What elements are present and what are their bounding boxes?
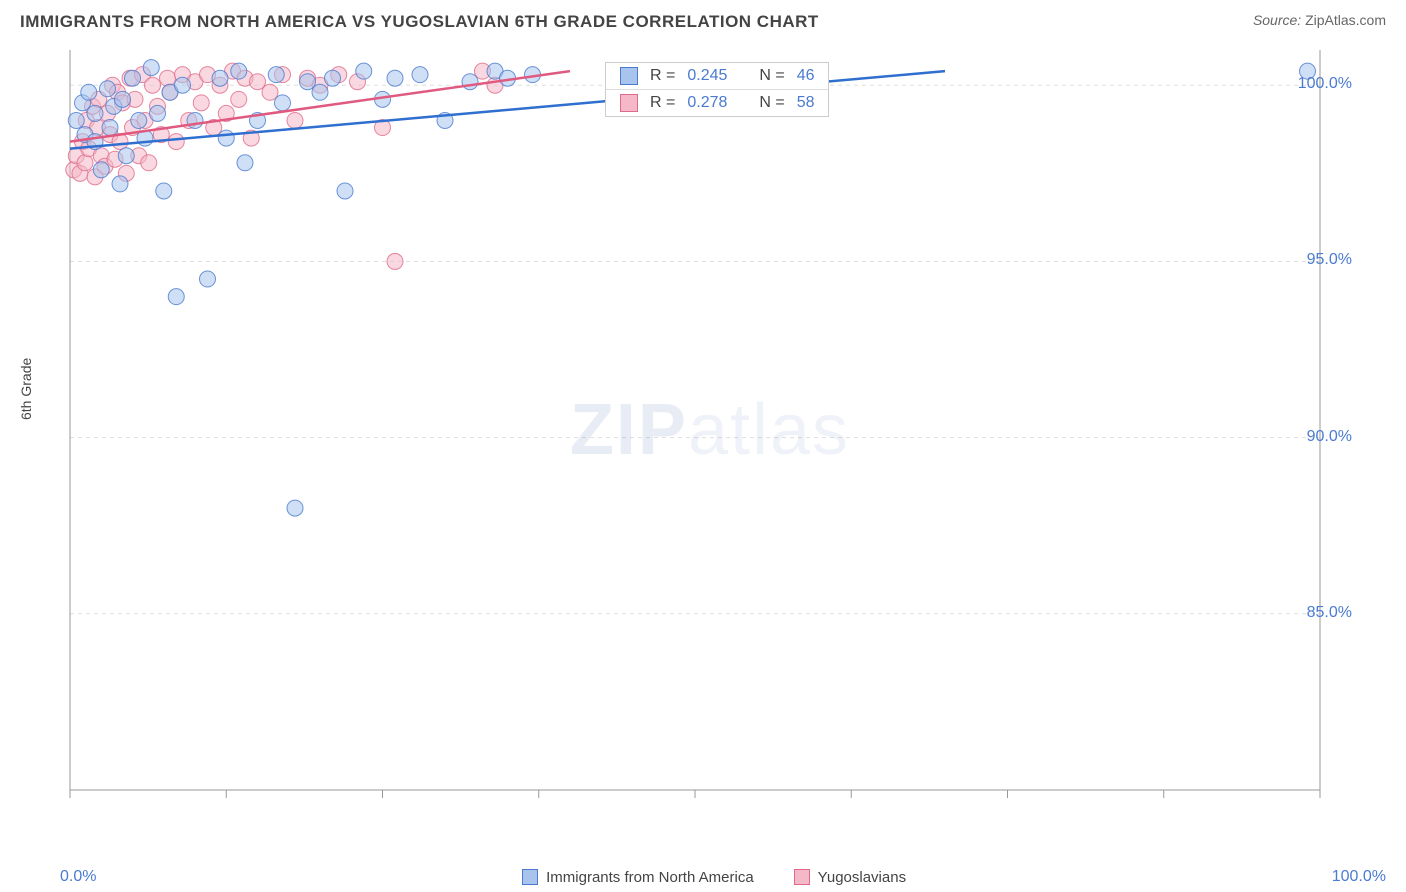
r-label: R = [650, 67, 675, 85]
correlation-stats-box: R = 0.245 N = 46 R = 0.278 N = 58 [605, 62, 829, 117]
x-min-label: 0.0% [60, 868, 96, 886]
chart-title: IMMIGRANTS FROM NORTH AMERICA VS YUGOSLA… [20, 12, 819, 32]
legend-label: Immigrants from North America [546, 869, 754, 886]
source-label: Source: [1253, 12, 1301, 28]
legend-item: Yugoslavians [794, 869, 906, 886]
source-value: ZipAtlas.com [1305, 12, 1386, 28]
n-value: 58 [797, 94, 815, 112]
source-attribution: Source: ZipAtlas.com [1253, 12, 1386, 28]
y-axis-label: 6th Grade [18, 358, 34, 420]
legend-swatch [794, 869, 810, 885]
stats-row: R = 0.278 N = 58 [606, 90, 828, 116]
legend-item: Immigrants from North America [522, 869, 754, 886]
series-legend: Immigrants from North America Yugoslavian… [522, 869, 906, 886]
y-tick-label: 90.0% [1307, 428, 1352, 446]
y-tick-label: 95.0% [1307, 251, 1352, 269]
series-swatch [620, 67, 638, 85]
chart-header: IMMIGRANTS FROM NORTH AMERICA VS YUGOSLA… [0, 0, 1406, 38]
y-tick-label: 100.0% [1298, 75, 1352, 93]
r-value: 0.245 [687, 67, 739, 85]
n-value: 46 [797, 67, 815, 85]
n-label: N = [759, 94, 784, 112]
stats-row: R = 0.245 N = 46 [606, 63, 828, 90]
n-label: N = [759, 67, 784, 85]
legend-label: Yugoslavians [818, 869, 906, 886]
chart-area: ZIPatlas R =0.245N =46R =0.278N =58 85.0… [50, 50, 1370, 810]
y-tick-label: 85.0% [1307, 604, 1352, 622]
series-swatch [620, 94, 638, 112]
scatter-chart [50, 50, 1370, 810]
legend-swatch [522, 869, 538, 885]
x-max-label: 100.0% [1332, 868, 1386, 886]
x-axis-legend: 0.0% Immigrants from North America Yugosl… [0, 868, 1406, 886]
r-label: R = [650, 94, 675, 112]
r-value: 0.278 [687, 94, 739, 112]
